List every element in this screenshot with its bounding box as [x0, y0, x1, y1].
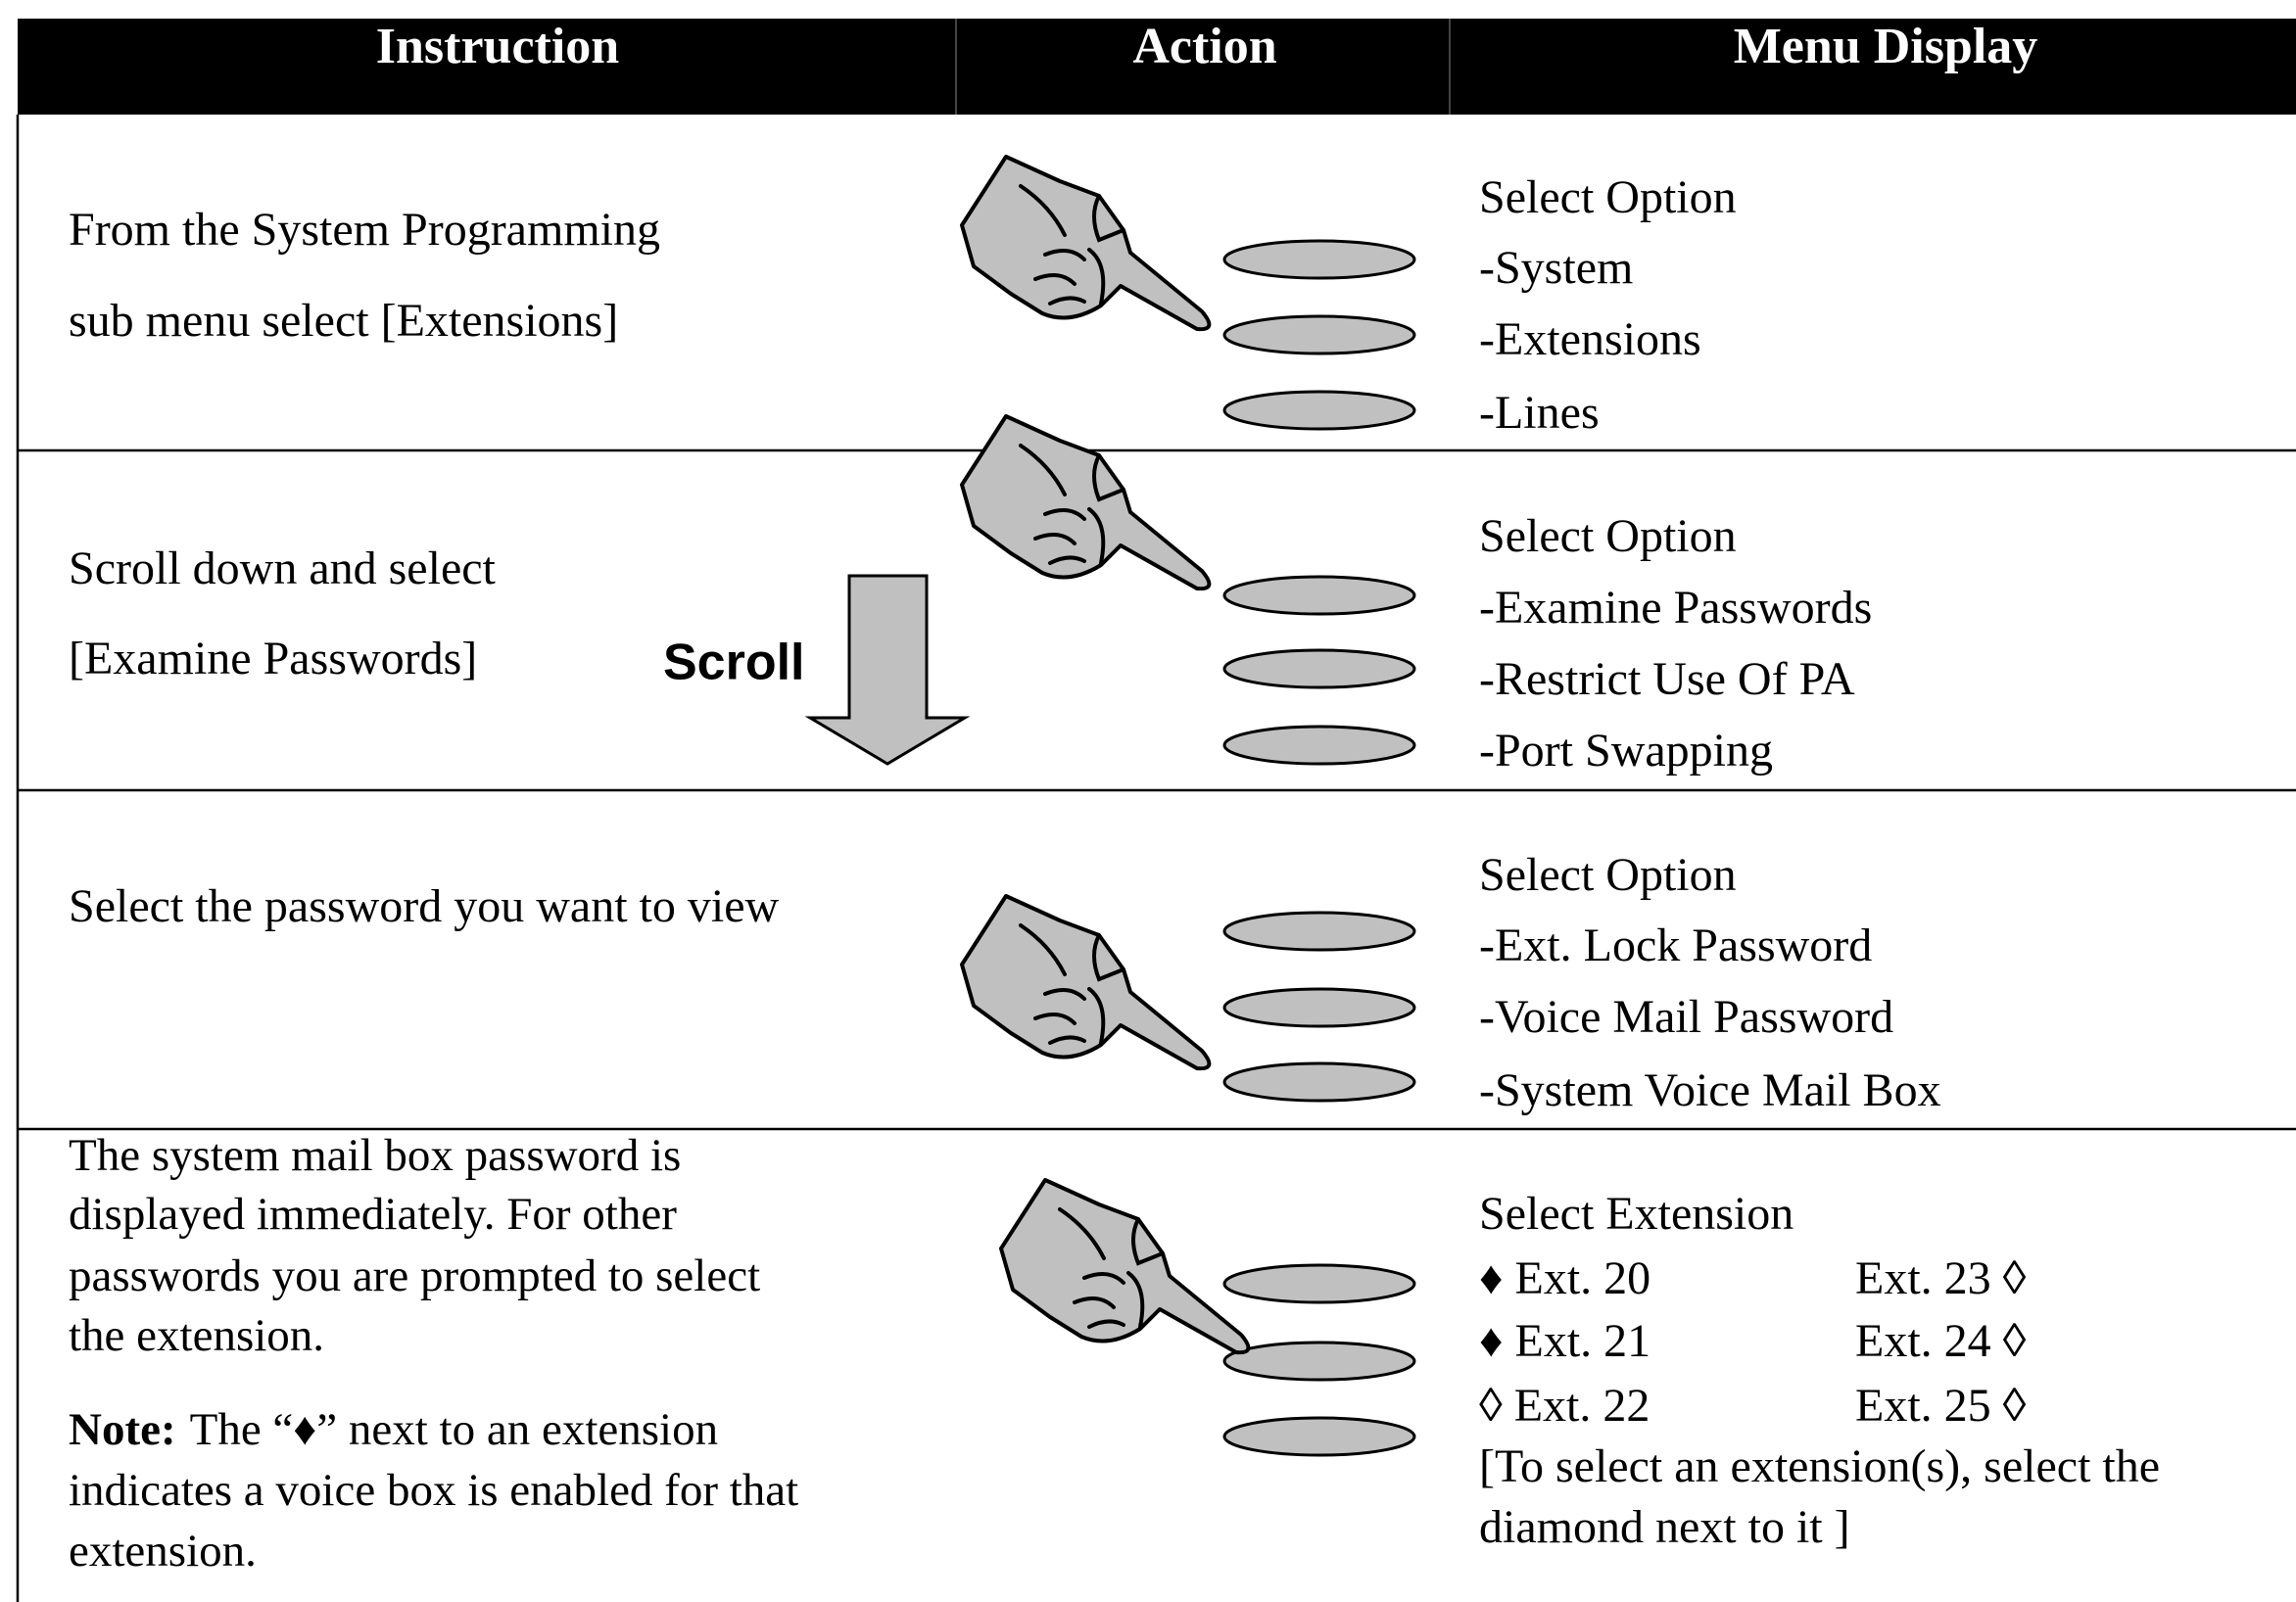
button: [1222, 1416, 1416, 1457]
menu-text: -Port Swapping: [1479, 725, 1773, 777]
scroll-arrow: [804, 574, 971, 766]
button: [1222, 987, 1416, 1028]
button: [1222, 575, 1416, 616]
hand-icon: [960, 894, 1212, 1071]
extension: Ext. 23 ◊: [1855, 1252, 2027, 1304]
instruction-text: From the System Programming: [69, 204, 660, 256]
button: [1222, 911, 1416, 952]
menu-text: Select Option: [1479, 849, 1737, 901]
menu-text: -Lines: [1479, 387, 1600, 439]
note-line: indicates a voice box is enabled for tha…: [69, 1465, 798, 1516]
header-cell: Instruction: [376, 19, 620, 74]
extension: ♦ Ext. 21: [1479, 1315, 1650, 1367]
menu-text: -System Voice Mail Box: [1479, 1064, 1941, 1116]
button: [1222, 314, 1416, 355]
instruction-text: the extension.: [69, 1310, 324, 1361]
header-bar: [18, 19, 2296, 115]
hand-icon: [999, 1178, 1251, 1355]
instruction-text: Select the password you want to view: [69, 880, 780, 932]
menu-text: -System: [1479, 242, 1633, 294]
menu-text: -Ext. Lock Password: [1479, 919, 1872, 971]
hand-icon: [960, 414, 1212, 591]
instruction-text: [Examine Passwords]: [69, 633, 477, 684]
menu-text: Select Extension: [1479, 1188, 1794, 1240]
menu-text: Select Option: [1479, 171, 1737, 223]
button: [1222, 1061, 1416, 1103]
button: [1222, 648, 1416, 689]
menu-footer: diamond next to it ]: [1479, 1501, 1850, 1553]
note-text: Note: The “♦” next to an extension: [69, 1404, 718, 1455]
menu-text: -Extensions: [1479, 313, 1701, 365]
scroll-label: Scroll: [663, 635, 805, 691]
extension: Ext. 25 ◊: [1855, 1380, 2027, 1432]
button: [1222, 1263, 1416, 1304]
instruction-text: The system mail box password is: [69, 1130, 681, 1181]
instruction-text: passwords you are prompted to select: [69, 1250, 760, 1301]
menu-text: -Examine Passwords: [1479, 582, 1872, 634]
menu-text: -Restrict Use Of PA: [1479, 653, 1855, 705]
note-line: The “♦” next to an extension: [190, 1404, 719, 1455]
hand-icon: [960, 155, 1212, 332]
note-label: Note:: [69, 1404, 176, 1455]
extension: Ext. 24 ◊: [1855, 1315, 2027, 1367]
extension: ♦ Ext. 20: [1479, 1252, 1650, 1304]
instruction-text: displayed immediately. For other: [69, 1189, 677, 1240]
instruction-text: Scroll down and select: [69, 542, 497, 594]
menu-text: -Voice Mail Password: [1479, 991, 1893, 1043]
menu-text: Select Option: [1479, 510, 1737, 562]
note-line: extension.: [69, 1526, 257, 1577]
button: [1222, 239, 1416, 280]
button: [1222, 1341, 1416, 1382]
menu-footer: [To select an extension(s), select the: [1479, 1440, 2160, 1492]
button: [1222, 725, 1416, 766]
header-cell: Menu Display: [1734, 19, 2038, 74]
instruction-text: sub menu select [Extensions]: [69, 295, 618, 347]
extension: ◊ Ext. 22: [1479, 1380, 1650, 1432]
header-cell: Action: [1132, 19, 1276, 74]
button: [1222, 390, 1416, 431]
